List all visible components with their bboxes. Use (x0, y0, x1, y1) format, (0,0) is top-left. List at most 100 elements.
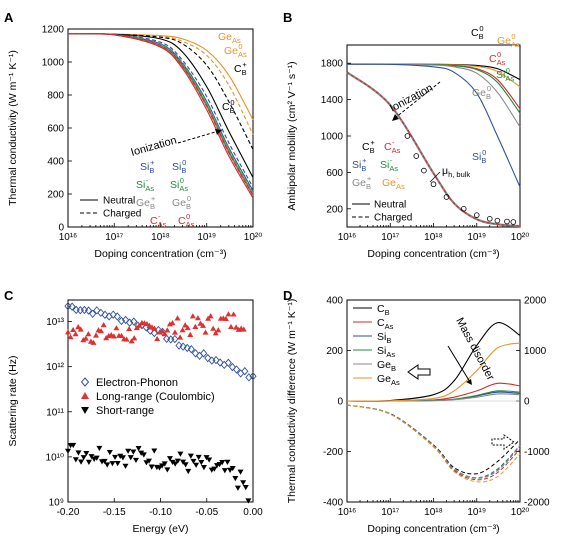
dopant-label: CAs- (384, 138, 401, 155)
dopant-label: GeAs- (382, 174, 405, 191)
legend-label: CAs (377, 317, 394, 331)
legend-label: Neutral (374, 200, 406, 211)
marker-long-range (230, 311, 237, 317)
plot-frame (346, 44, 521, 228)
dopant-label: SiB+ (140, 158, 155, 175)
x-axis-label: Doping concentration (cm⁻³) (367, 523, 499, 535)
marker-electron-phonon (89, 309, 97, 318)
marker-short-range (130, 449, 137, 455)
legend-marker (81, 392, 89, 399)
marker-long-range (187, 331, 194, 337)
right-axis-arrow-icon (491, 434, 515, 450)
marker-short-range (122, 463, 129, 469)
marker-short-range (187, 453, 194, 459)
legend-label: CB (377, 303, 390, 317)
marker-short-range (80, 455, 87, 461)
marker-electron-phonon (195, 351, 204, 361)
marker-long-range (80, 337, 87, 343)
legend-marker (80, 377, 90, 387)
marker-electron-phonon (130, 317, 138, 326)
marker-short-range (146, 458, 153, 464)
marker-long-range (202, 329, 209, 335)
legend-label: Charged (374, 213, 412, 224)
marker-electron-phonon (121, 315, 130, 325)
y-tick-label: 10¹¹ (46, 407, 64, 418)
series-line-right-si-b (346, 404, 521, 479)
series-line-right-ge-as (346, 404, 521, 483)
marker-long-range (169, 320, 176, 326)
x-tick-label: 10¹⁹ (197, 232, 216, 243)
dopant-label: SiAs- (136, 176, 154, 193)
legend-label: SiAs (377, 345, 395, 359)
legend-label: Long-range (Coulombic) (96, 391, 215, 403)
panel-letter: C (4, 288, 14, 303)
x-tick-label: -0.15 (103, 507, 126, 518)
marker-short-range (185, 468, 192, 475)
bulk-mobility-point (486, 216, 493, 222)
marker-short-range (182, 462, 189, 468)
panel-letter: D (283, 288, 292, 303)
x-tick-label: 10¹⁸ (151, 232, 170, 243)
marker-electron-phonon (228, 362, 237, 372)
marker-short-range (85, 459, 92, 466)
legend-label: Electron-Phonon (96, 377, 178, 389)
marker-electron-phonon (101, 310, 109, 319)
y-tick-label: 800 (47, 91, 64, 102)
y-tick-label: -400 (323, 498, 343, 509)
marker-long-range (77, 326, 84, 332)
marker-short-range (237, 469, 244, 475)
marker-long-range (128, 338, 135, 344)
marker-short-range (174, 458, 181, 464)
marker-electron-phonon (109, 310, 117, 319)
marker-long-range (233, 324, 240, 330)
marker-long-range (179, 327, 186, 333)
marker-short-range (106, 449, 113, 456)
marker-electron-phonon (126, 318, 134, 327)
y-tick-label: 200 (326, 346, 343, 357)
marker-electron-phonon (204, 353, 212, 363)
x-axis-label: Doping concentration (cm⁻³) (367, 248, 499, 260)
dopant-label: GeB0 (172, 194, 191, 211)
x-tick-label: -0.05 (195, 507, 218, 518)
mass-disorder-arrow-head (466, 379, 472, 385)
ionization-arrow-head (215, 129, 222, 135)
y-tick-label: 200 (326, 204, 343, 215)
x-tick-label: 10¹⁷ (381, 507, 399, 518)
marker-long-range (177, 334, 184, 340)
dopant-label: SiB0 (172, 158, 186, 175)
marker-short-range (151, 448, 158, 454)
x-tick-label: 10¹⁹ (467, 507, 486, 518)
legend-label: GeB (377, 359, 396, 373)
y-tick-label: 0 (337, 397, 343, 408)
y-tick-label: 1000 (42, 58, 65, 69)
x-tick-label: 0.00 (243, 507, 263, 518)
marker-long-range (210, 325, 217, 331)
legend-label: Neutral (103, 196, 135, 207)
bulk-mobility-point (510, 219, 517, 225)
marker-electron-phonon (200, 349, 208, 358)
x-tick-label: 10²⁰ (511, 232, 529, 243)
marker-short-range (198, 460, 205, 466)
marker-short-range (161, 461, 168, 467)
marker-short-range (148, 464, 155, 470)
marker-short-range (125, 448, 132, 454)
marker-long-range (192, 323, 199, 330)
marker-short-range (232, 476, 239, 482)
marker-long-range (159, 328, 166, 334)
legend-label: GeAs (377, 373, 400, 387)
marker-short-range (190, 458, 197, 465)
annotation-ionization: Ionization (130, 134, 179, 159)
marker-short-range (112, 454, 119, 461)
marker-short-range (75, 450, 82, 456)
marker-electron-phonon (208, 356, 216, 365)
marker-short-range (70, 442, 77, 449)
annotation-ionization: Ionization (388, 82, 435, 115)
marker-long-range (70, 326, 77, 333)
marker-short-range (135, 446, 142, 452)
marker-long-range (131, 335, 138, 341)
marker-short-range (234, 485, 241, 491)
legend-label: Charged (103, 209, 141, 220)
marker-long-range (212, 330, 219, 336)
x-tick-label: 10¹⁸ (424, 232, 443, 243)
marker-short-range (172, 461, 179, 467)
